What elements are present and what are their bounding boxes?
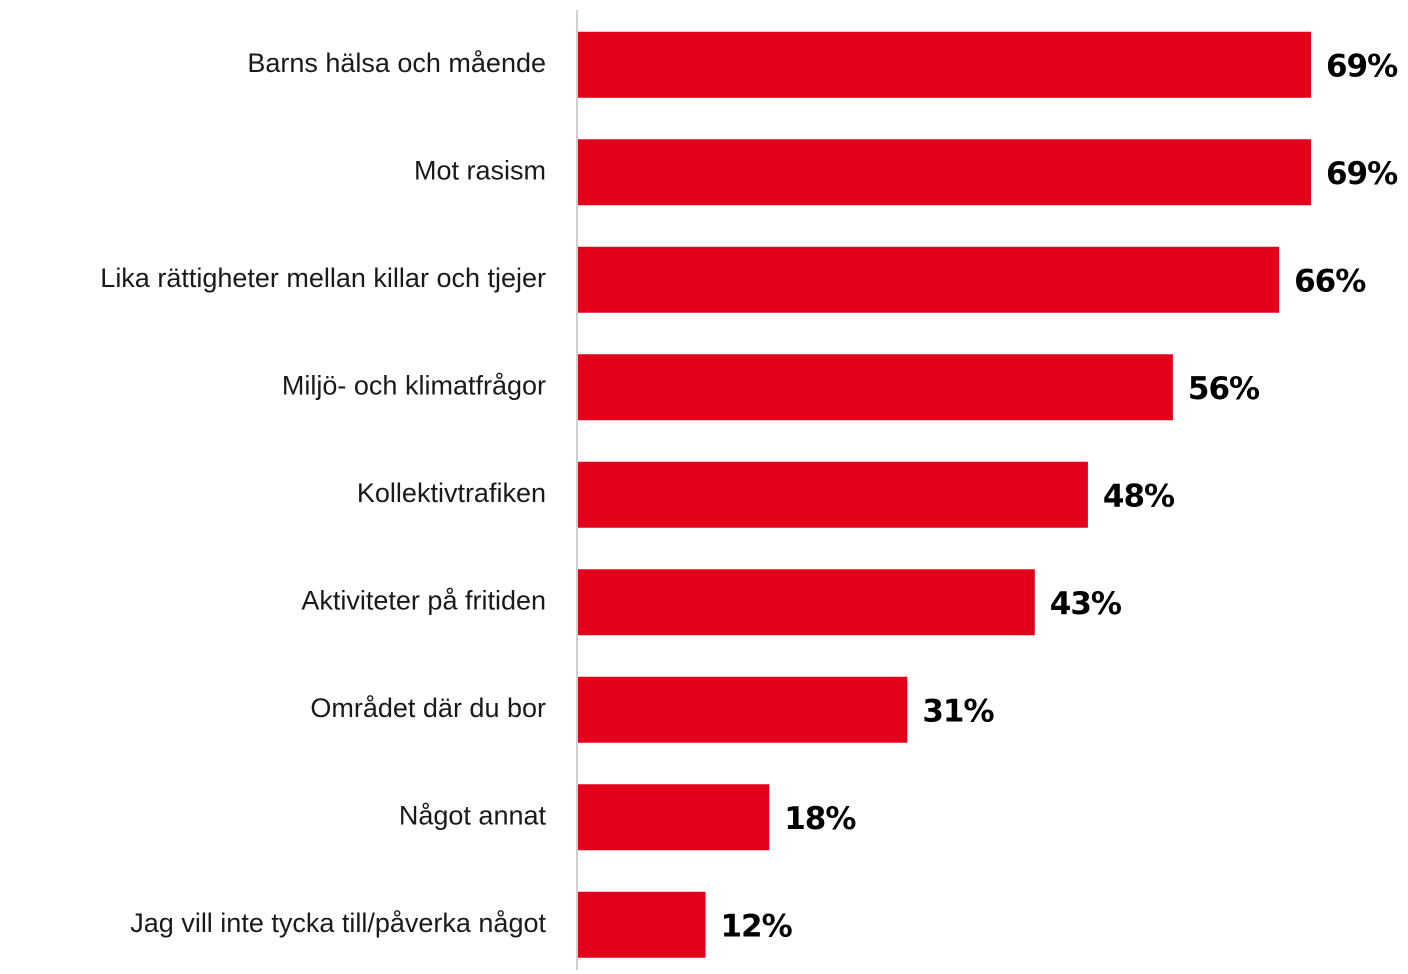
value-label: 66% — [1294, 263, 1366, 299]
bar — [578, 139, 1311, 206]
bar — [578, 676, 908, 743]
bar — [578, 569, 1035, 636]
bar — [578, 246, 1280, 313]
category-label: Jag vill inte tycka till/påverka något — [130, 908, 546, 938]
category-label: Miljö- och klimatfrågor — [282, 370, 546, 400]
bar — [578, 891, 706, 958]
category-label: Lika rättigheter mellan killar och tjeje… — [100, 263, 546, 293]
bar — [578, 784, 770, 851]
category-label: Området där du bor — [310, 693, 546, 723]
category-label: Något annat — [399, 800, 547, 830]
value-label: 69% — [1326, 48, 1398, 84]
value-label: 31% — [922, 693, 994, 729]
value-label: 18% — [784, 801, 856, 837]
category-label: Mot rasism — [414, 155, 546, 185]
value-label: 48% — [1103, 478, 1175, 514]
category-label: Aktiviteter på fritiden — [301, 585, 546, 615]
bar — [578, 31, 1311, 98]
value-label: 69% — [1326, 156, 1398, 192]
bar — [578, 354, 1173, 421]
value-label: 43% — [1050, 586, 1122, 622]
value-label: 56% — [1188, 371, 1260, 407]
category-label: Barns hälsa och mående — [247, 48, 546, 78]
value-label: 12% — [720, 908, 792, 944]
bar — [578, 461, 1088, 528]
category-label: Kollektivtrafiken — [357, 478, 546, 508]
